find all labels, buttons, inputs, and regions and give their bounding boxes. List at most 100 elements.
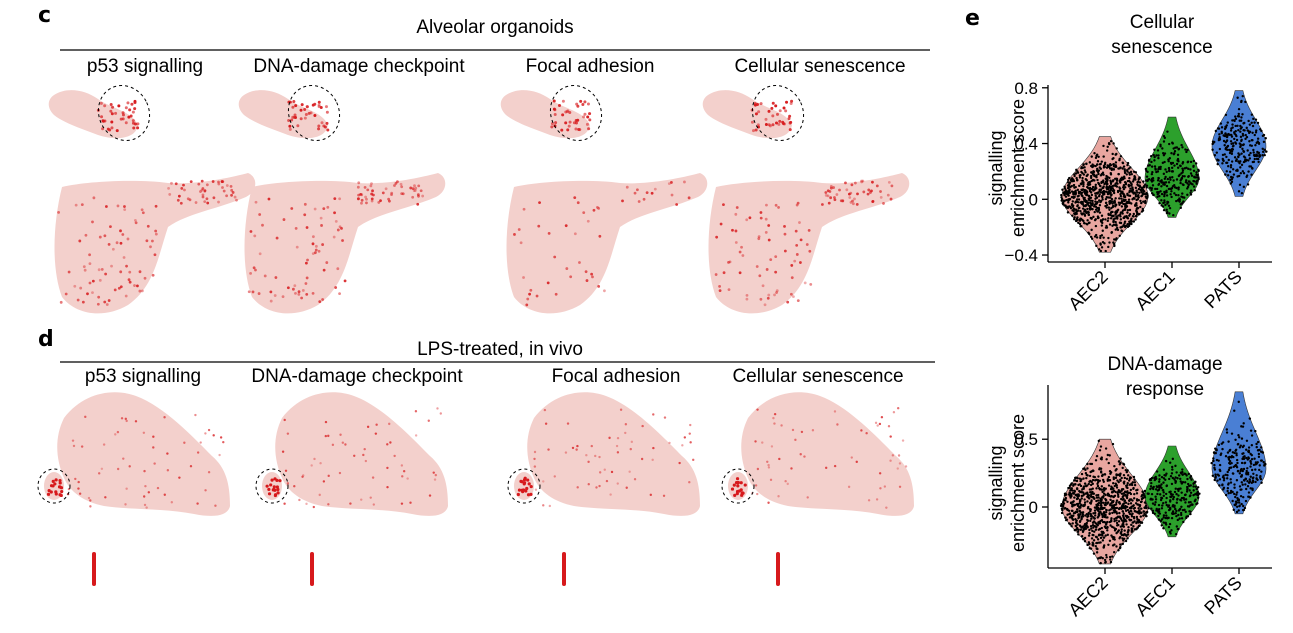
jitter-point: [1162, 521, 1165, 524]
jitter-point: [1098, 511, 1101, 515]
umap-cell-point: [574, 119, 578, 123]
jitter-point: [1087, 194, 1091, 198]
jitter-point: [1242, 495, 1245, 499]
umap-cell-point: [871, 200, 875, 203]
umap-cell-point: [134, 221, 138, 225]
jitter-point: [1145, 179, 1148, 182]
jitter-point: [1129, 219, 1133, 222]
jitter-point: [1122, 198, 1125, 201]
umap-cell-point: [851, 199, 854, 203]
jitter-point: [1068, 197, 1072, 201]
jitter-point: [1105, 556, 1108, 559]
jitter-point: [1159, 167, 1162, 171]
umap-cell-point: [889, 459, 892, 462]
jitter-point: [1123, 171, 1127, 175]
umap-cell-point: [808, 249, 812, 253]
jitter-point: [1153, 159, 1156, 162]
jitter-point: [1256, 157, 1260, 161]
y-tick-label: 0.4: [1014, 135, 1038, 154]
jitter-point: [1172, 179, 1175, 182]
jitter-point: [1115, 147, 1118, 150]
jitter-point: [1160, 204, 1163, 207]
jitter-point: [1257, 449, 1260, 452]
jitter-point: [1114, 483, 1118, 487]
umap-cell-point: [625, 185, 629, 189]
jitter-point: [1097, 522, 1101, 525]
jitter-point: [1246, 471, 1250, 474]
jitter-point: [1104, 493, 1107, 497]
jitter-point: [1180, 482, 1184, 485]
umap-cell-point: [282, 218, 286, 221]
umap-cell-point: [88, 262, 92, 265]
umap-cell-point: [142, 495, 146, 498]
jitter-point: [1107, 493, 1111, 497]
jitter-point: [1192, 179, 1195, 183]
umap-cell-point: [332, 235, 336, 239]
umap-cell-point: [166, 452, 169, 455]
jitter-point: [1110, 520, 1113, 523]
jitter-point: [1130, 510, 1133, 513]
umap-cell-point: [369, 496, 372, 499]
umap-cell-point: [145, 506, 148, 509]
jitter-point: [1064, 498, 1067, 502]
jitter-point: [1090, 480, 1093, 484]
umap-cell-point: [222, 440, 225, 444]
jitter-point: [1119, 531, 1122, 535]
umap-cell-point: [313, 102, 317, 106]
jitter-point: [1226, 489, 1229, 493]
jitter-point: [1241, 94, 1244, 98]
jitter-point: [1107, 461, 1110, 465]
umap-cell-point: [745, 218, 749, 222]
umap-cell-point: [142, 431, 146, 434]
jitter-point: [1092, 552, 1096, 555]
umap-cell-point: [73, 284, 77, 288]
jitter-point: [1172, 153, 1176, 156]
jitter-point: [1099, 243, 1102, 246]
jitter-point: [1100, 214, 1104, 217]
jitter-point: [1183, 498, 1186, 501]
jitter-point: [1234, 133, 1237, 136]
jitter-point: [1262, 460, 1265, 464]
jitter-point: [1153, 503, 1157, 506]
jitter-point: [1175, 199, 1178, 203]
jitter-point: [1060, 196, 1063, 199]
umap-cell-point: [585, 122, 589, 126]
jitter-point: [1098, 199, 1101, 202]
jitter-point: [1095, 236, 1099, 239]
umap-cell-point: [230, 188, 234, 192]
umap-cell-point: [735, 206, 739, 209]
jitter-point: [1226, 477, 1229, 480]
jitter-point: [1090, 217, 1093, 220]
jitter-point: [1243, 461, 1246, 465]
umap-cell-point: [204, 489, 207, 492]
jitter-point: [1235, 454, 1238, 457]
jitter-point: [1095, 154, 1098, 158]
jitter-point: [1109, 558, 1112, 561]
umap-cell-point: [833, 410, 837, 413]
umap-cell-point: [78, 239, 82, 243]
umap-cell-point: [575, 448, 578, 451]
jitter-point: [1242, 467, 1246, 471]
jitter-point: [1130, 527, 1133, 530]
jitter-point: [1114, 161, 1118, 164]
umap-cell-point: [249, 230, 253, 233]
jitter-point: [1120, 489, 1123, 492]
umap-cell-point: [594, 454, 597, 458]
jitter-point: [1104, 498, 1108, 502]
jitter-point: [1122, 516, 1125, 519]
jitter-point: [1232, 173, 1236, 176]
umap-cell-point: [314, 248, 318, 252]
jitter-point: [1189, 182, 1192, 185]
jitter-point: [1090, 537, 1094, 540]
jitter-point: [1101, 539, 1105, 542]
jitter-point: [1099, 457, 1103, 461]
jitter-point: [1119, 221, 1123, 225]
jitter-point: [1101, 557, 1104, 560]
jitter-point: [1225, 161, 1228, 165]
jitter-point: [1105, 203, 1109, 207]
umap-cell-point: [769, 258, 773, 262]
jitter-point: [1090, 237, 1094, 240]
umap-cell-point: [393, 454, 396, 458]
panel-d-umap-plots: [37, 392, 914, 586]
jitter-point: [1091, 523, 1095, 527]
